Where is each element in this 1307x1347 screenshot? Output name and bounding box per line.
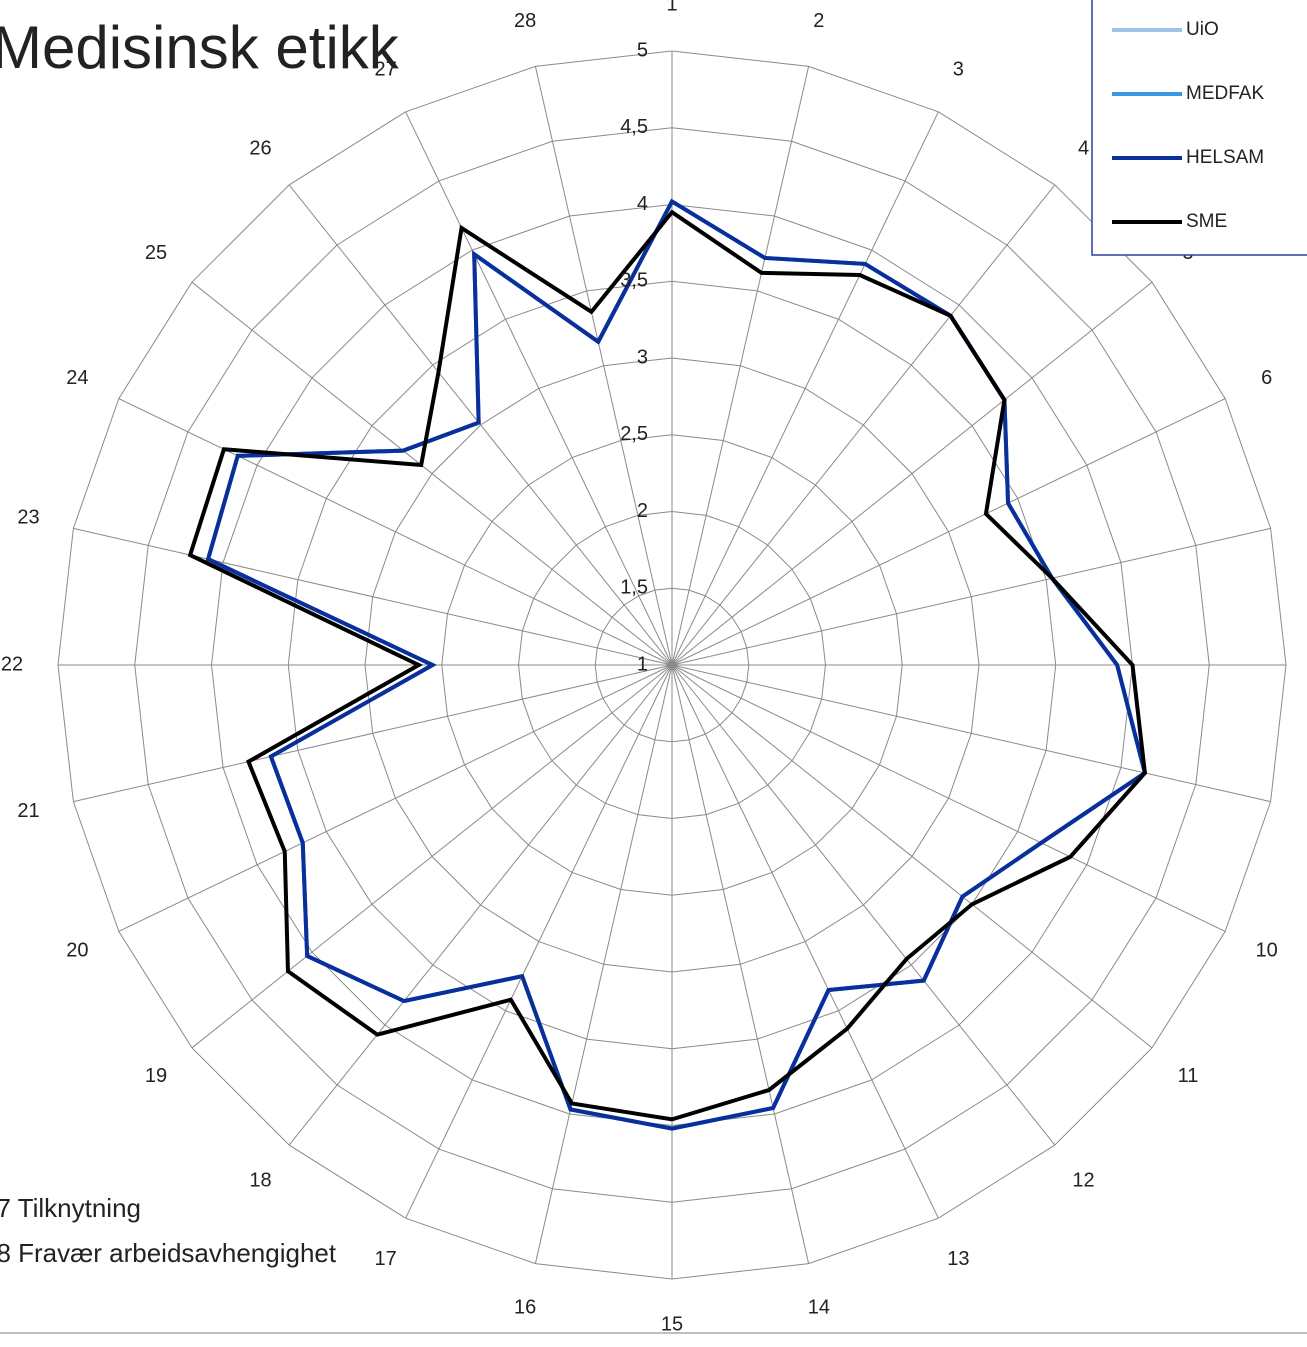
r-tick-label: 1: [637, 653, 648, 675]
radial-axis: [671, 664, 810, 1264]
axis-label: 12: [1072, 1169, 1094, 1191]
axis-label: 4: [1078, 137, 1089, 159]
r-tick-label: 2,5: [620, 423, 648, 445]
radial-axis: [405, 664, 673, 1219]
note: 28 Fravær arbeidsavhengighet: [0, 1238, 337, 1268]
legend: UiO MEDFAK HELSAM SME: [1091, 0, 1307, 256]
series-line: [187, 209, 1147, 1122]
axis-label: 27: [375, 59, 397, 81]
axis-label: 2: [813, 10, 824, 32]
r-tick-label: 4: [637, 193, 648, 215]
radial-axis: [534, 66, 673, 666]
axis-label: 13: [947, 1248, 969, 1270]
radial-axis: [671, 527, 1271, 666]
legend-box: [1091, 0, 1307, 256]
axis-label: 20: [66, 940, 88, 962]
radial-axis: [191, 664, 673, 1049]
chart-title: Medisinsk etikk: [0, 14, 400, 81]
axis-label: 21: [17, 800, 39, 822]
axis-label: 24: [66, 367, 88, 389]
radial-axis: [671, 398, 1226, 666]
note: 27 Tilknytning: [0, 1193, 141, 1223]
axis-label: 10: [1256, 940, 1278, 962]
legend-label: SME: [1186, 211, 1227, 232]
r-tick-label: 1,5: [620, 577, 648, 599]
radial-axis: [73, 664, 673, 803]
r-tick-label: 4,5: [620, 116, 648, 138]
axis-label: 18: [249, 1169, 271, 1191]
radial-axis: [118, 664, 673, 932]
axis-label: 3: [953, 59, 964, 81]
radial-axis: [671, 66, 810, 666]
legend-label: HELSAM: [1186, 147, 1264, 168]
radial-axis: [671, 664, 1271, 803]
radial-axis: [671, 664, 1153, 1049]
r-tick-label: 3: [637, 346, 648, 368]
axis-label: 23: [17, 506, 39, 528]
radial-axis: [288, 184, 673, 666]
radial-axis: [534, 664, 673, 1264]
radial-axis: [671, 281, 1153, 666]
axis-label: 17: [375, 1248, 397, 1270]
radial-axis: [288, 664, 673, 1146]
legend-label: MEDFAK: [1186, 83, 1264, 104]
radial-axis: [405, 111, 673, 666]
series-group: [187, 198, 1148, 1131]
axis-label: 26: [249, 137, 271, 159]
axis-label: 11: [1178, 1065, 1199, 1087]
r-tick-label: 5: [637, 39, 648, 61]
radial-axis: [671, 664, 939, 1219]
radial-axis: [671, 184, 1056, 666]
axis-label: 14: [808, 1297, 830, 1319]
radial-axis: [671, 664, 1226, 932]
axis-label: 28: [514, 10, 536, 32]
radial-axis: [671, 664, 1056, 1146]
axis-label: 16: [514, 1297, 536, 1319]
r-tick-label: 2: [637, 500, 648, 522]
axis-label: 22: [1, 653, 23, 675]
r-tick-label: 3,5: [620, 270, 648, 292]
grid: [57, 50, 1287, 1280]
axis-label: 6: [1261, 367, 1272, 389]
axis-label: 15: [661, 1313, 683, 1335]
axis-label: 25: [145, 242, 167, 264]
axis-label: 19: [145, 1065, 167, 1087]
axis-label: 1: [666, 0, 677, 15]
radial-axis: [118, 398, 673, 666]
radial-axis: [671, 111, 939, 666]
radial-axis: [191, 281, 673, 666]
legend-label: UiO: [1186, 19, 1219, 40]
radial-axis: [73, 527, 673, 666]
